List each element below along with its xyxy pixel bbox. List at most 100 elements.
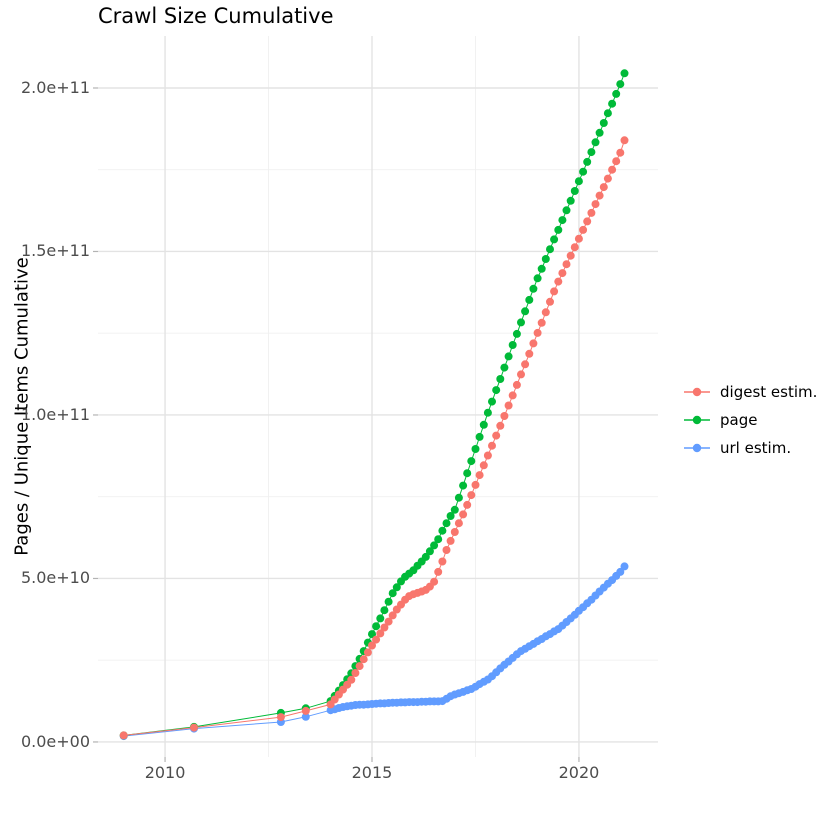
data-point	[533, 328, 542, 337]
data-point	[612, 89, 621, 98]
data-point	[471, 445, 480, 453]
data-point	[620, 69, 629, 78]
data-point	[467, 491, 476, 500]
legend-item-label: digest estim.	[720, 383, 818, 401]
data-point	[119, 731, 128, 740]
data-point	[384, 597, 393, 606]
data-point	[442, 519, 451, 528]
data-point	[454, 519, 463, 528]
data-point	[616, 80, 625, 89]
data-point	[372, 635, 381, 644]
data-point	[459, 510, 468, 519]
legend-item-page: page	[684, 406, 817, 434]
data-point	[454, 493, 463, 502]
data-point	[562, 260, 571, 269]
data-point	[541, 308, 550, 317]
legend-key-icon	[684, 443, 710, 453]
legend: digest estim. page url estim.	[684, 378, 817, 462]
series-url-estim	[119, 562, 629, 741]
data-point	[442, 546, 451, 554]
data-point	[566, 196, 575, 205]
data-point	[595, 191, 604, 200]
data-point	[471, 480, 480, 489]
data-point	[508, 391, 517, 400]
data-point	[541, 255, 550, 263]
data-point	[603, 109, 612, 118]
data-point	[479, 461, 488, 470]
data-point	[554, 225, 563, 234]
data-point	[475, 471, 484, 480]
y-tick-label: 1.0e+11	[20, 404, 90, 424]
data-point	[558, 269, 567, 278]
gridlines-major	[98, 36, 658, 757]
data-point	[521, 307, 530, 316]
data-point	[488, 397, 496, 406]
y-tick-label: 0.0e+00	[20, 731, 90, 751]
data-point	[459, 481, 468, 490]
data-point	[368, 630, 376, 639]
data-point	[438, 526, 447, 535]
data-point	[380, 623, 389, 632]
data-point	[463, 500, 472, 509]
data-point	[525, 349, 534, 358]
data-point	[359, 655, 368, 664]
data-point	[587, 208, 596, 217]
data-point	[355, 662, 364, 671]
data-point	[529, 339, 538, 348]
data-point	[500, 412, 509, 420]
data-point	[579, 225, 588, 234]
data-point	[430, 577, 439, 586]
data-point	[517, 370, 525, 379]
data-point	[430, 541, 439, 550]
data-point	[380, 606, 389, 615]
legend-key-icon	[684, 415, 710, 425]
data-point	[512, 329, 521, 338]
data-point	[608, 165, 617, 174]
data-point	[388, 611, 397, 620]
data-point	[446, 536, 455, 545]
gridlines-minor	[98, 36, 658, 757]
data-point	[376, 614, 385, 623]
data-point	[587, 148, 596, 157]
data-point	[579, 167, 588, 176]
data-point	[558, 216, 567, 225]
data-point	[450, 528, 459, 536]
data-point	[492, 386, 501, 395]
data-point	[392, 583, 401, 592]
data-point	[372, 622, 381, 631]
series-digest-estim	[119, 136, 629, 740]
data-point	[554, 277, 563, 286]
data-point	[521, 360, 530, 369]
data-point	[483, 408, 492, 417]
data-point	[347, 675, 356, 684]
data-point	[504, 352, 513, 361]
data-point	[434, 535, 443, 544]
data-point	[583, 217, 592, 226]
data-point	[301, 706, 310, 715]
x-tick-label: 2010	[144, 763, 186, 782]
data-point	[512, 380, 521, 389]
data-point	[276, 713, 285, 722]
data-point	[550, 287, 559, 296]
data-point	[599, 183, 608, 192]
data-point	[384, 617, 393, 626]
data-point	[529, 284, 538, 293]
data-point	[446, 512, 455, 520]
data-point	[595, 128, 604, 137]
data-point	[603, 174, 612, 183]
y-tick-label: 2.0e+11	[20, 77, 90, 97]
data-point	[438, 557, 447, 566]
chart-title: Crawl Size Cumulative	[98, 4, 334, 28]
legend-item-label: page	[720, 411, 758, 429]
data-point	[475, 432, 484, 441]
data-point	[583, 157, 592, 166]
data-point	[363, 648, 372, 657]
data-point	[550, 235, 559, 244]
data-point	[570, 187, 579, 195]
data-point	[483, 451, 492, 460]
data-point	[562, 206, 571, 215]
legend-item-digest-estim: digest estim.	[684, 378, 817, 406]
data-point	[570, 243, 579, 252]
